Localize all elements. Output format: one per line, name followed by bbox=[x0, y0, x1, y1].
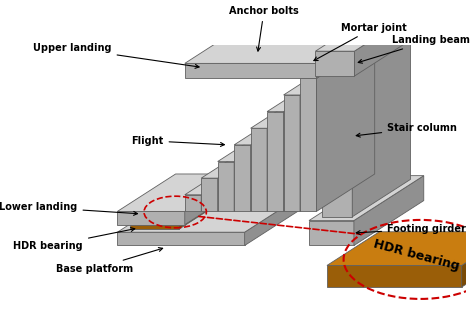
Text: Flight: Flight bbox=[131, 136, 224, 146]
Polygon shape bbox=[267, 112, 283, 211]
Polygon shape bbox=[309, 176, 424, 221]
Polygon shape bbox=[218, 124, 292, 161]
Polygon shape bbox=[354, 176, 424, 246]
Polygon shape bbox=[185, 174, 243, 225]
Polygon shape bbox=[185, 64, 317, 78]
Polygon shape bbox=[179, 195, 221, 229]
Polygon shape bbox=[317, 26, 375, 78]
Polygon shape bbox=[355, 11, 417, 76]
Polygon shape bbox=[322, 37, 410, 75]
Text: Mortar joint: Mortar joint bbox=[314, 23, 407, 61]
Polygon shape bbox=[185, 195, 201, 211]
Polygon shape bbox=[300, 41, 375, 78]
Polygon shape bbox=[267, 91, 325, 211]
Polygon shape bbox=[267, 74, 342, 112]
Polygon shape bbox=[251, 107, 309, 211]
Polygon shape bbox=[118, 195, 303, 232]
Polygon shape bbox=[251, 91, 325, 128]
Polygon shape bbox=[316, 51, 355, 76]
Polygon shape bbox=[234, 145, 251, 211]
Polygon shape bbox=[118, 211, 185, 225]
Text: Landing beam: Landing beam bbox=[358, 35, 470, 63]
Polygon shape bbox=[352, 37, 410, 217]
Polygon shape bbox=[245, 195, 303, 246]
Polygon shape bbox=[118, 232, 245, 246]
Polygon shape bbox=[218, 141, 276, 211]
Polygon shape bbox=[327, 265, 462, 287]
Text: Upper landing: Upper landing bbox=[33, 43, 199, 68]
Polygon shape bbox=[300, 78, 317, 211]
Polygon shape bbox=[251, 128, 267, 211]
Polygon shape bbox=[234, 107, 309, 145]
Text: Lower landing: Lower landing bbox=[0, 202, 137, 215]
Polygon shape bbox=[234, 124, 292, 211]
Polygon shape bbox=[283, 74, 342, 211]
Polygon shape bbox=[129, 195, 221, 222]
Polygon shape bbox=[309, 221, 354, 246]
Text: HDR bearing: HDR bearing bbox=[372, 238, 461, 273]
Polygon shape bbox=[185, 26, 375, 64]
Polygon shape bbox=[218, 161, 234, 211]
Text: Anchor bolts: Anchor bolts bbox=[229, 6, 299, 51]
Polygon shape bbox=[201, 141, 276, 178]
Polygon shape bbox=[129, 222, 179, 229]
Polygon shape bbox=[283, 58, 358, 95]
Polygon shape bbox=[201, 178, 218, 211]
Polygon shape bbox=[300, 58, 358, 211]
Polygon shape bbox=[185, 157, 259, 195]
Text: Stair column: Stair column bbox=[356, 123, 457, 137]
Text: HDR bearing: HDR bearing bbox=[13, 228, 135, 251]
Text: Base platform: Base platform bbox=[56, 247, 163, 274]
Polygon shape bbox=[462, 232, 474, 287]
Polygon shape bbox=[327, 232, 474, 265]
Polygon shape bbox=[201, 157, 259, 211]
Text: Footing girder: Footing girder bbox=[356, 224, 466, 234]
Polygon shape bbox=[316, 11, 417, 51]
Polygon shape bbox=[317, 41, 375, 211]
Polygon shape bbox=[283, 95, 300, 211]
Polygon shape bbox=[118, 174, 243, 211]
Polygon shape bbox=[322, 75, 352, 217]
